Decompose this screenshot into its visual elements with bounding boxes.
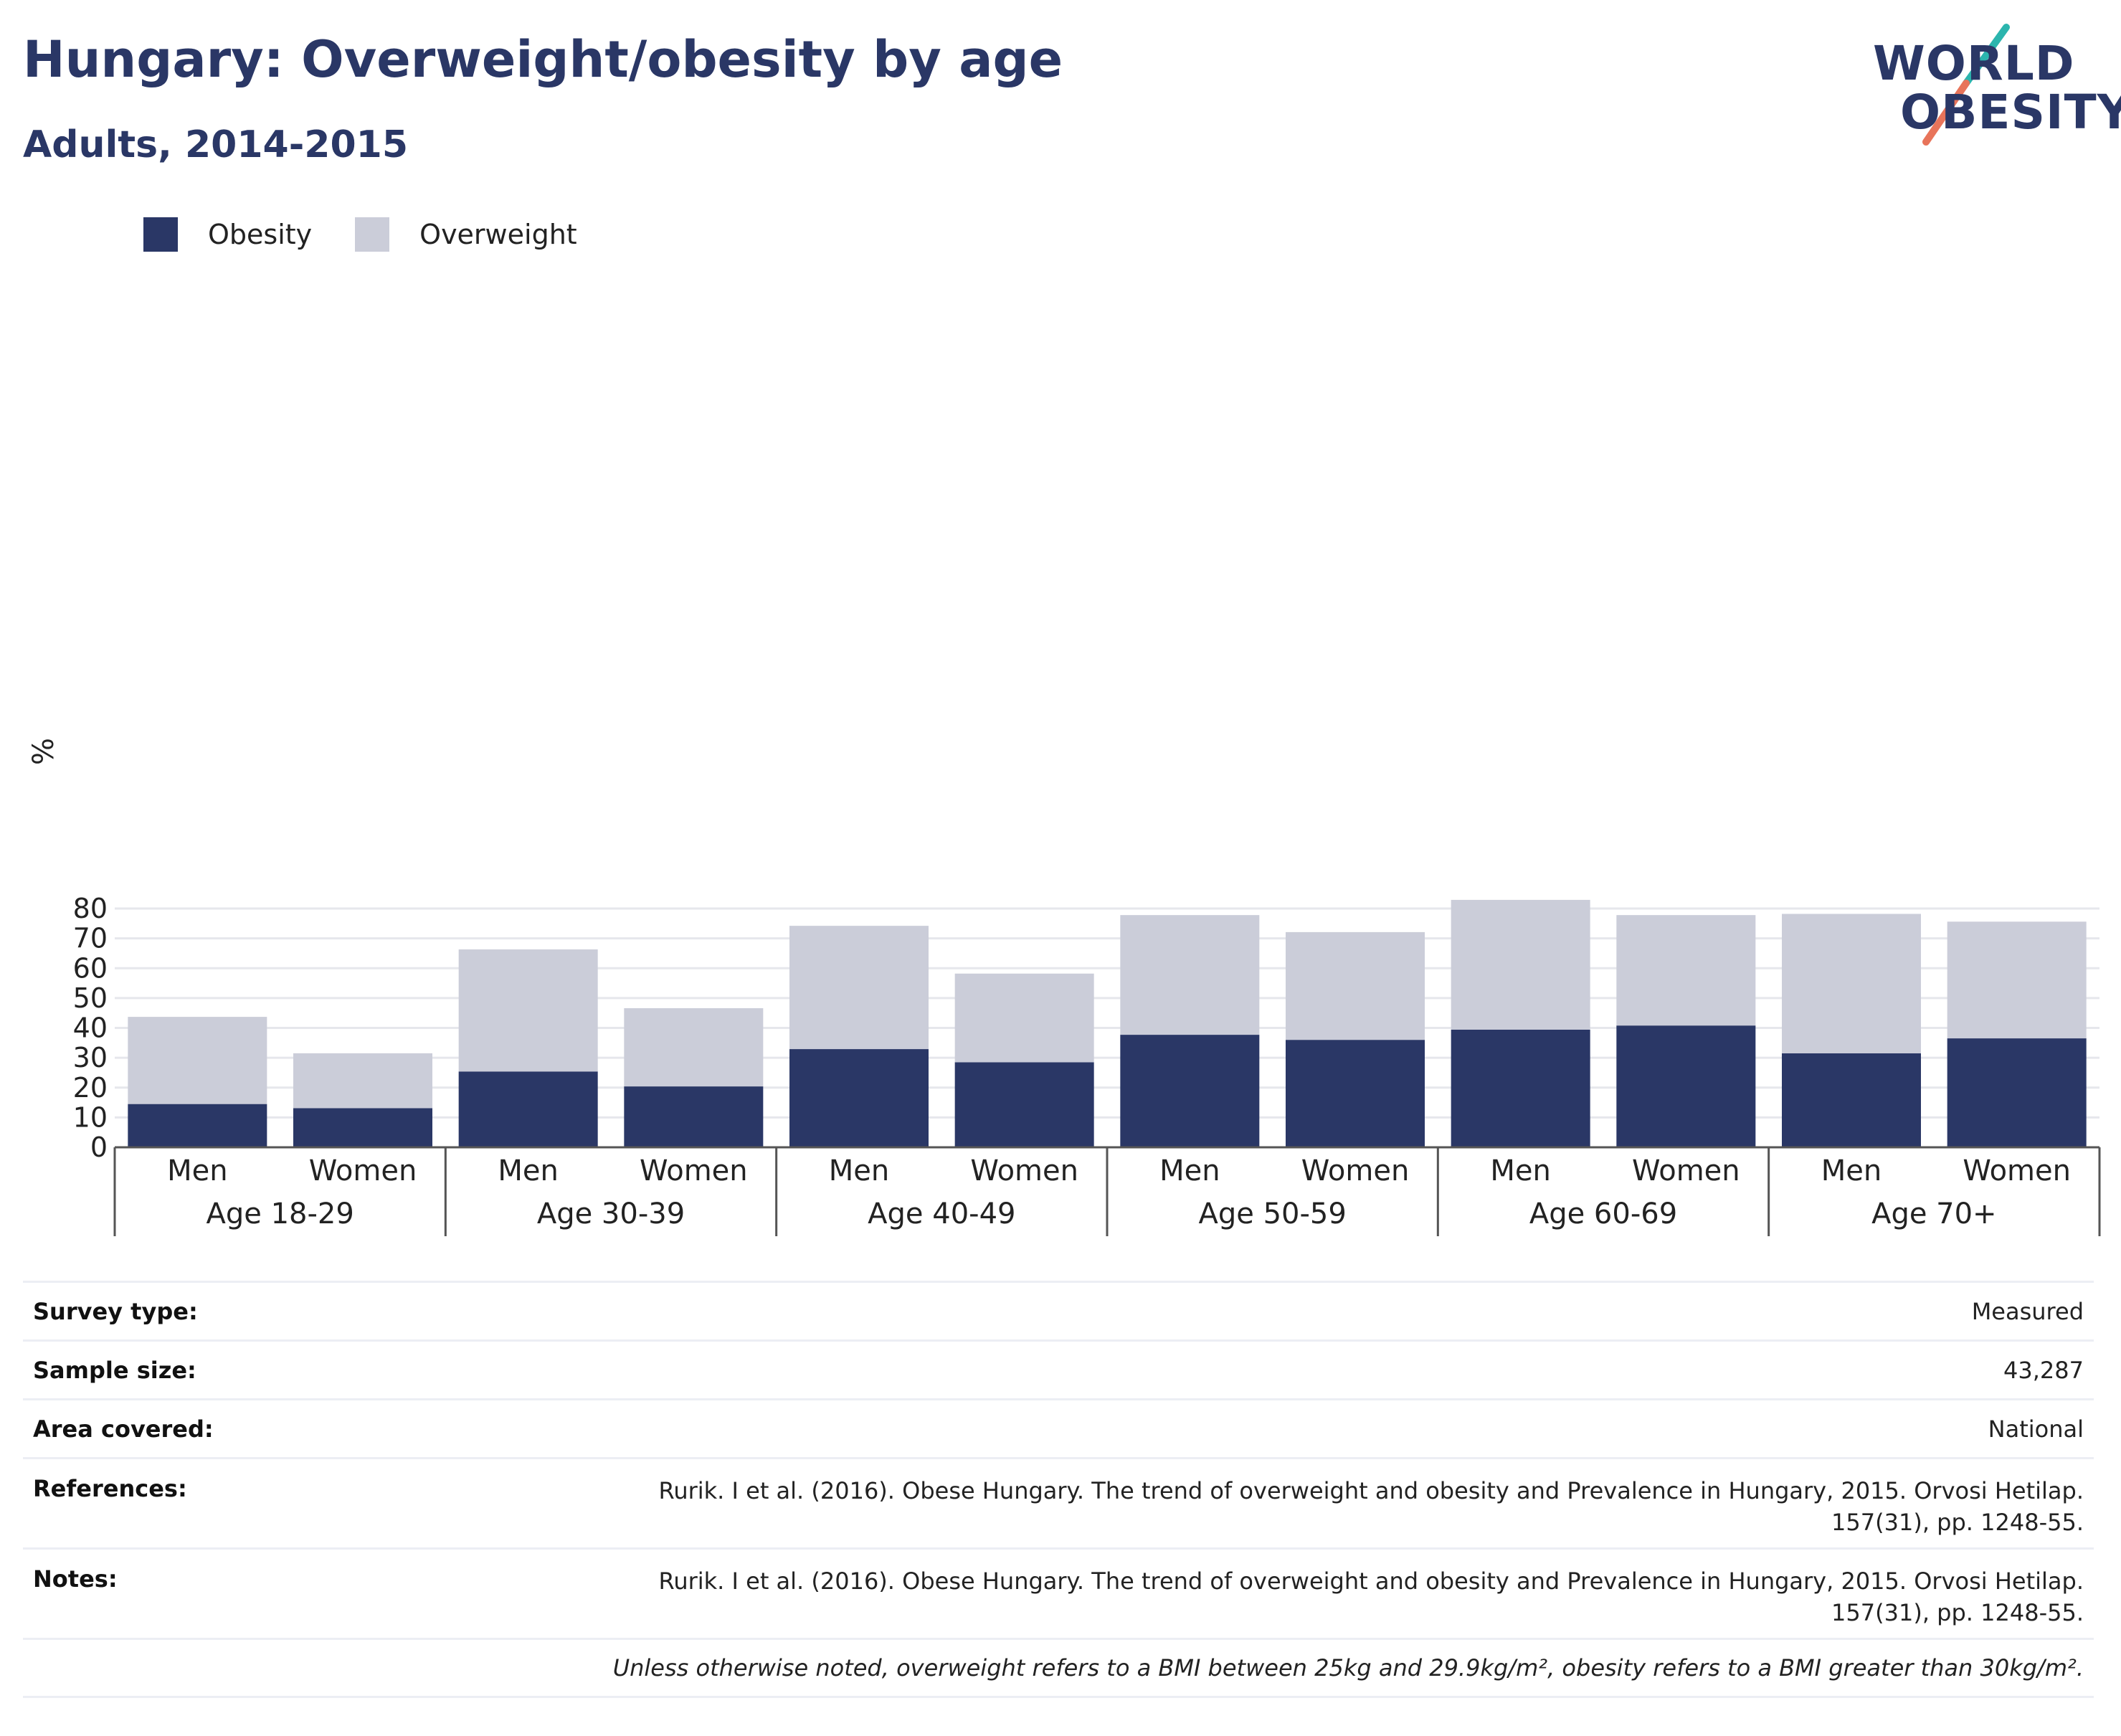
legend-swatch-obesity [143, 217, 178, 252]
x-category-label: Women [1632, 1154, 1740, 1187]
bar-overweight [1120, 915, 1260, 1035]
bar-obesity [789, 1049, 929, 1147]
bar-overweight [458, 949, 598, 1072]
info-value: 43,287 [2003, 1356, 2084, 1384]
x-category-label: Men [1490, 1154, 1550, 1187]
bar-overweight [293, 1053, 432, 1109]
info-value: Rurik. I et al. (2016). Obese Hungary. T… [658, 1567, 2084, 1626]
y-tick-label: 50 [73, 982, 108, 1014]
info-value: Measured [1971, 1297, 2084, 1325]
info-label: Sample size: [33, 1356, 196, 1384]
bar-overweight [1616, 915, 1756, 1026]
legend-item-overweight[interactable]: Overweight [355, 217, 577, 252]
x-category-label: Men [829, 1154, 889, 1187]
bar-obesity [1947, 1038, 2087, 1147]
info-row-notes: Notes: Rurik. I et al. (2016). Obese Hun… [23, 1547, 2094, 1638]
info-label: Survey type: [33, 1297, 198, 1325]
y-tick-label: 60 [73, 952, 108, 984]
info-value: National [1988, 1415, 2084, 1443]
legend: Obesity Overweight [143, 215, 620, 254]
world-obesity-logo: WORLD OBESITY [1864, 20, 2121, 149]
bar-obesity [1120, 1035, 1260, 1147]
info-label: Notes: [33, 1565, 118, 1593]
x-group-label: Age 70+ [1871, 1197, 1997, 1230]
bar-obesity [293, 1108, 432, 1147]
bar-overweight [128, 1017, 267, 1104]
footnote: Unless otherwise noted, overweight refer… [612, 1654, 2084, 1682]
x-category-label: Women [970, 1154, 1078, 1187]
y-tick-label: 30 [73, 1042, 108, 1073]
bar-obesity [458, 1071, 598, 1147]
survey-info-table: Survey type: Measured Sample size: 43,28… [23, 1281, 2094, 1698]
logo-word-obesity: OBESITY [1900, 85, 2121, 140]
x-category-label: Men [1159, 1154, 1220, 1187]
x-category-label: Women [1301, 1154, 1410, 1187]
info-label: Area covered: [33, 1415, 214, 1443]
y-tick-label: 40 [73, 1012, 108, 1044]
bar-obesity [128, 1104, 267, 1147]
bar-obesity [624, 1086, 764, 1147]
bar-overweight [1782, 914, 1921, 1053]
bar-overweight [1451, 899, 1590, 1030]
x-group-label: Age 40-49 [868, 1197, 1015, 1230]
x-group-label: Age 30-39 [537, 1197, 685, 1230]
chart-subtitle: Adults, 2014-2015 [23, 123, 409, 166]
x-group-label: Age 50-59 [1199, 1197, 1347, 1230]
chart-title: Hungary: Overweight/obesity by age [23, 30, 1063, 89]
bar-overweight [1947, 921, 2087, 1039]
x-category-label: Women [640, 1154, 748, 1187]
info-row-references: References: Rurik. I et al. (2016). Obes… [23, 1457, 2094, 1547]
bar-overweight [624, 1008, 764, 1087]
info-value: Rurik. I et al. (2016). Obese Hungary. T… [658, 1477, 2084, 1536]
bar-overweight [1286, 931, 1425, 1040]
x-category-label: Men [498, 1154, 558, 1187]
x-category-label: Women [1963, 1154, 2071, 1187]
logo-word-world: WORLD [1873, 36, 2075, 91]
info-label: References: [33, 1475, 187, 1502]
bar-overweight [954, 973, 1094, 1063]
y-tick-label: 10 [73, 1101, 108, 1133]
info-row-sample-size: Sample size: 43,287 [23, 1339, 2094, 1398]
bar-obesity [1616, 1025, 1756, 1147]
legend-label-overweight: Overweight [419, 219, 577, 250]
y-tick-label: 20 [73, 1072, 108, 1104]
legend-item-obesity[interactable]: Obesity [143, 217, 312, 252]
bar-obesity [1782, 1053, 1921, 1147]
x-category-label: Men [167, 1154, 227, 1187]
info-row-survey-type: Survey type: Measured [23, 1281, 2094, 1339]
x-category-label: Men [1821, 1154, 1882, 1187]
bar-obesity [954, 1062, 1094, 1147]
x-group-label: Age 60-69 [1529, 1197, 1677, 1230]
bar-obesity [1286, 1040, 1425, 1147]
y-tick-label: 70 [73, 923, 108, 954]
y-tick-label: 80 [73, 893, 108, 924]
bar-overweight [789, 926, 929, 1050]
logo-slash-icon [1922, 24, 2010, 146]
x-category-label: Women [309, 1154, 417, 1187]
bar-obesity [1451, 1029, 1590, 1147]
legend-label-obesity: Obesity [208, 219, 313, 250]
x-group-label: Age 18-29 [207, 1197, 354, 1230]
y-axis-label: % [27, 738, 60, 765]
info-row-area-covered: Area covered: National [23, 1398, 2094, 1457]
y-tick-label: 0 [90, 1132, 108, 1163]
info-row-footnote: Unless otherwise noted, overweight refer… [23, 1638, 2094, 1698]
legend-swatch-overweight [355, 217, 390, 252]
